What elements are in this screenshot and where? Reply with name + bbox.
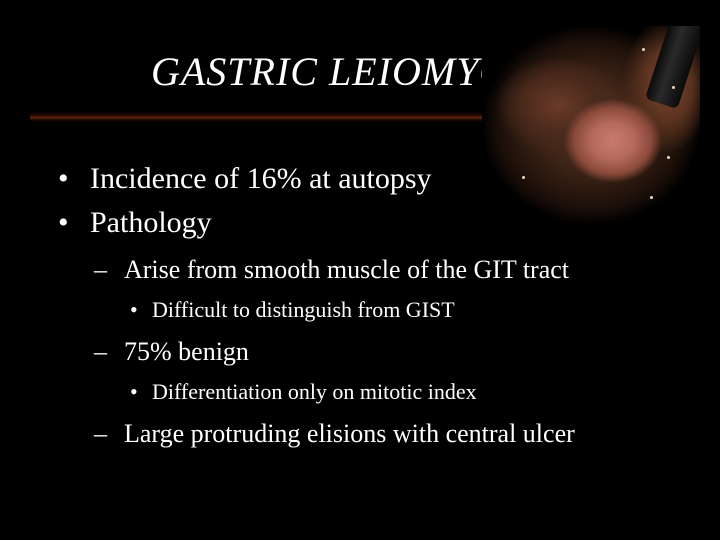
bullet-lvl2: 75% benign Differentiation only on mitot…: [90, 335, 680, 407]
bullet-text: Large protruding elisions with central u…: [124, 419, 575, 448]
bullet-lvl1: Pathology Arise from smooth muscle of th…: [48, 204, 680, 451]
bullet-lvl2: Arise from smooth muscle of the GIT trac…: [90, 253, 680, 325]
speck: [642, 48, 645, 51]
bullet-lvl1: Incidence of 16% at autopsy: [48, 160, 680, 198]
bullet-list-lvl1: Incidence of 16% at autopsy Pathology Ar…: [48, 160, 680, 451]
bullet-text: Arise from smooth muscle of the GIT trac…: [124, 255, 569, 284]
slide: GASTRIC LEIOMYOMA Incidence of 16% at au…: [0, 0, 720, 540]
bullet-text: 75% benign: [124, 337, 249, 366]
bullet-text: Pathology: [90, 206, 212, 239]
bullet-list-lvl3: Difficult to distinguish from GIST: [124, 295, 680, 325]
speck: [667, 156, 670, 159]
bullet-text: Differentiation only on mitotic index: [152, 379, 477, 404]
bullet-lvl3: Difficult to distinguish from GIST: [124, 295, 680, 325]
bullet-text: Difficult to distinguish from GIST: [152, 297, 455, 322]
bullet-lvl2: Large protruding elisions with central u…: [90, 417, 680, 451]
speck: [672, 86, 675, 89]
bullet-list-lvl2: Arise from smooth muscle of the GIT trac…: [90, 253, 680, 451]
endoscope-shaft: [645, 26, 700, 109]
content-area: Incidence of 16% at autopsy Pathology Ar…: [48, 160, 680, 457]
bullet-lvl3: Differentiation only on mitotic index: [124, 377, 680, 407]
bullet-text: Incidence of 16% at autopsy: [90, 162, 432, 195]
bullet-list-lvl3: Differentiation only on mitotic index: [124, 377, 680, 407]
